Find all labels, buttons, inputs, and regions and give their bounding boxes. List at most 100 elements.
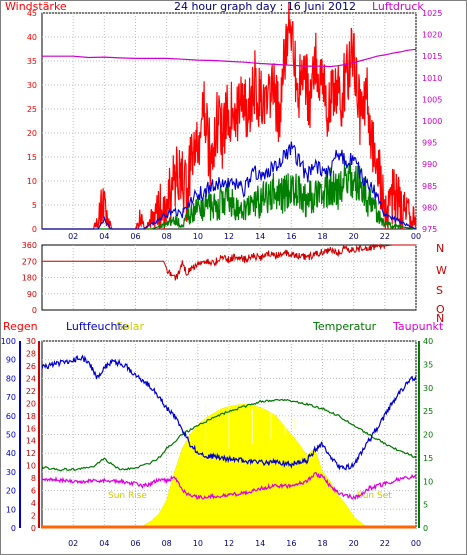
time-tick-label: 14	[255, 232, 265, 241]
time-axis-top: 02 04 06 08 10 12 14 16 18 20 22 00	[68, 232, 421, 241]
rain-tick-label: 2	[31, 512, 36, 521]
wind-tick-label: 10	[27, 177, 37, 186]
wind-tick-label: 45	[27, 9, 37, 18]
wind-direction-series	[42, 243, 416, 281]
time-tick-label: 06	[130, 232, 140, 241]
humidity-tick-label: 40	[6, 449, 16, 458]
wind-tick-label: 0	[32, 225, 37, 234]
direction-axis: 0 90 180 270 360	[22, 241, 37, 315]
dewpoint-series	[41, 472, 417, 501]
sunset-label: Sun Set	[357, 491, 392, 501]
temperature-axis-bar	[418, 341, 420, 528]
time-tick-label: 02	[68, 232, 78, 241]
humidity-series	[41, 354, 417, 471]
rain-tick-label: 18	[26, 412, 36, 421]
humidity-tick-label: 90	[6, 356, 16, 365]
pressure-tick-label: 975	[422, 225, 437, 234]
time-tick-label: 12	[224, 232, 234, 241]
time-tick-label: 04	[99, 539, 109, 548]
temperature-axis: 0 5 10 15 20 25 30 35 40	[423, 337, 433, 533]
sunrise-label: Sun Rise	[108, 491, 147, 501]
time-tick-label: 18	[317, 539, 327, 548]
rain-tick-label: 22	[26, 387, 36, 396]
humidity-tick-label: 0	[11, 524, 16, 533]
time-tick-label: 04	[99, 232, 109, 241]
time-tick-label: 00	[411, 539, 421, 548]
humidity-tick-label: 80	[6, 374, 16, 383]
rain-tick-label: 24	[26, 374, 36, 383]
rain-tick-label: 4	[31, 499, 36, 508]
pressure-tick-label: 1025	[422, 9, 442, 18]
time-tick-label: 22	[380, 539, 390, 548]
wind-tick-label: 25	[27, 105, 37, 114]
wind-tick-label: 30	[27, 81, 37, 90]
time-tick-label: 10	[193, 539, 203, 548]
time-tick-label: 08	[162, 232, 172, 241]
direction-letter: W	[436, 264, 447, 277]
humidity-tick-label: 20	[6, 487, 16, 496]
rain-tick-label: 8	[31, 474, 36, 483]
rain-tick-label: 20	[26, 399, 36, 408]
time-tick-label: 20	[349, 232, 359, 241]
rain-tick-label: 0	[31, 524, 36, 533]
wind-low-series	[42, 163, 417, 230]
rain-axis-bar	[38, 341, 40, 528]
temperature-tick-label: 40	[423, 337, 433, 346]
time-tick-label: 12	[224, 539, 234, 548]
time-axis-bottom: 02 04 06 08 10 12 14 16 18 20 22 00	[68, 539, 421, 548]
temperature-tick-label: 30	[423, 384, 433, 393]
direction-tick-label: 180	[22, 274, 37, 283]
wind-tick-label: 35	[27, 57, 37, 66]
time-tick-label: 06	[130, 539, 140, 548]
climate-panel: Sun Rise Sun Set 0102030405060708090100 …	[1, 337, 433, 548]
humidity-tick-label: 70	[6, 393, 16, 402]
pressure-tick-label: 1010	[422, 74, 442, 83]
temperature-series	[41, 398, 417, 472]
temperature-tick-label: 20	[423, 431, 433, 440]
pressure-tick-label: 995	[422, 139, 437, 148]
pressure-axis-title: Luftdruck	[372, 0, 424, 13]
wind-average-series	[42, 141, 417, 230]
time-tick-label: 08	[162, 539, 172, 548]
pressure-series	[42, 48, 417, 68]
direction-tick-label: 360	[22, 241, 37, 250]
rain-tick-label: 14	[26, 437, 36, 446]
rain-label: Regen	[3, 320, 38, 333]
humidity-tick-label: 30	[6, 468, 16, 477]
direction-tick-label: 90	[27, 290, 37, 299]
temperature-tick-label: 35	[423, 360, 433, 369]
humidity-tick-label: 10	[6, 505, 16, 514]
temperature-tick-label: 15	[423, 454, 433, 463]
direction-letter: N	[436, 242, 444, 255]
temperature-label: Temperatur	[312, 320, 377, 333]
rain-tick-label: 12	[26, 449, 36, 458]
wind-tick-label: 5	[32, 201, 37, 210]
humidity-axis-bar	[19, 341, 21, 528]
time-tick-label: 00	[411, 232, 421, 241]
pressure-tick-label: 1005	[422, 95, 442, 104]
wind-tick-label: 15	[27, 153, 37, 162]
time-tick-label: 14	[255, 539, 265, 548]
rain-tick-label: 6	[31, 487, 36, 496]
humidity-label: Luftfeuchte	[66, 320, 129, 333]
humidity-axis: 0 10 20 30 40 50 60 70 80 90 100	[1, 337, 16, 533]
solar-label: Solar	[116, 320, 145, 333]
direction-tick-label: 270	[22, 257, 37, 266]
temperature-tick-label: 5	[423, 501, 428, 510]
pressure-axis: 975 980 985 990 995 1000 1005 1010 1015 1020 1025	[422, 9, 442, 234]
temperature-tick-label: 10	[423, 477, 433, 486]
rain-tick-label: 26	[26, 362, 36, 371]
rain-tick-label: 30	[26, 337, 36, 346]
humidity-tick-label: 50	[6, 431, 16, 440]
wind-tick-label: 40	[27, 33, 37, 42]
pressure-tick-label: 1000	[422, 117, 442, 126]
pressure-tick-label: 1015	[422, 52, 442, 61]
wind-axis-title: Windstärke	[5, 0, 67, 13]
humidity-tick-label: 60	[6, 412, 16, 421]
time-tick-label: 16	[286, 539, 296, 548]
